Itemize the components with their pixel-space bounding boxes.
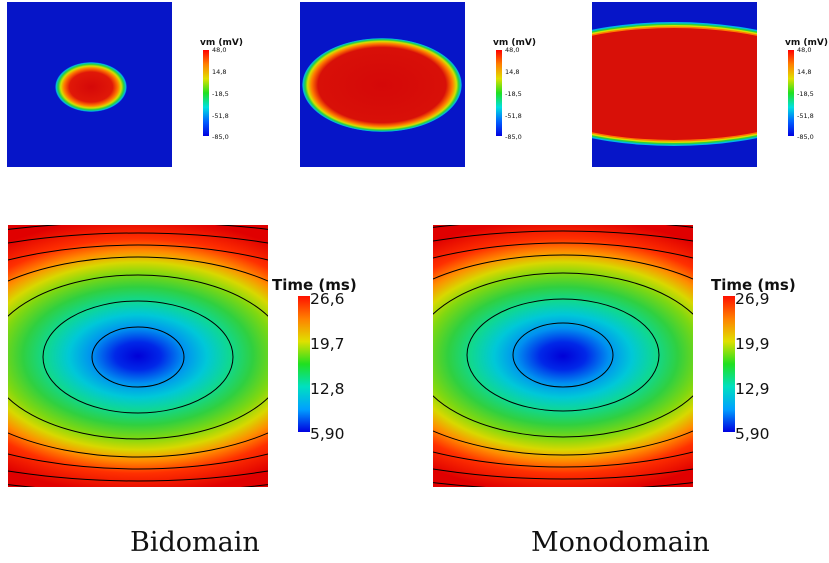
colorbar-title: vm (mV) — [200, 38, 243, 48]
colorbar-tick: 12,9 — [735, 380, 770, 398]
colorbar-title: vm (mV) — [493, 38, 536, 48]
activation-snapshot-3-image — [592, 2, 757, 167]
colorbar-tick: -85,0 — [797, 133, 814, 141]
colorbar-tick: 26,6 — [310, 290, 345, 308]
colorbar-title: vm (mV) — [785, 38, 828, 48]
activation-snapshot-2 — [300, 2, 465, 167]
bidomain-activation-map-image — [8, 225, 268, 487]
colorbar-tick: -51,8 — [212, 112, 229, 120]
colorbar-tick: -51,8 — [797, 112, 814, 120]
vm-colorbar-2: vm (mV) 48,0 14,8 -18,5 -51,8 -85,0 — [485, 38, 536, 150]
colorbar-gradient — [496, 50, 502, 136]
colorbar-tick: 26,9 — [735, 290, 770, 308]
colorbar-tick: 14,8 — [212, 68, 227, 76]
colorbar-tick: -18,5 — [212, 90, 229, 98]
activation-snapshot-2-image — [300, 2, 465, 167]
colorbar-tick: -18,5 — [797, 90, 814, 98]
colorbar-tick: 14,8 — [505, 68, 520, 76]
bidomain-time-colorbar: Time (ms) 26,6 19,7 12,8 5,90 — [270, 276, 380, 446]
monodomain-caption: Monodomain — [531, 527, 710, 558]
colorbar-title: Time (ms) — [272, 276, 357, 294]
colorbar-gradient — [788, 50, 794, 136]
colorbar-gradient — [723, 296, 735, 432]
colorbar-tick: -85,0 — [212, 133, 229, 141]
colorbar-tick: 48,0 — [505, 46, 520, 54]
colorbar-gradient — [298, 296, 310, 432]
colorbar-tick: 12,8 — [310, 380, 345, 398]
colorbar-title: Time (ms) — [711, 276, 796, 294]
monodomain-time-colorbar: Time (ms) 26,9 19,9 12,9 5,90 — [709, 276, 819, 446]
colorbar-tick: 48,0 — [797, 46, 812, 54]
colorbar-gradient — [203, 50, 209, 136]
bidomain-activation-map — [8, 225, 268, 487]
colorbar-tick: -18,5 — [505, 90, 522, 98]
bidomain-caption: Bidomain — [130, 527, 260, 558]
colorbar-tick: 5,90 — [735, 425, 770, 443]
colorbar-tick: -51,8 — [505, 112, 522, 120]
monodomain-activation-map-image — [433, 225, 693, 487]
vm-colorbar-1: vm (mV) 48,0 14,8 -18,5 -51,8 -85,0 — [192, 38, 243, 150]
colorbar-tick: -85,0 — [505, 133, 522, 141]
activation-snapshot-1 — [7, 2, 172, 167]
activation-snapshot-3 — [592, 2, 757, 167]
colorbar-tick: 19,7 — [310, 335, 345, 353]
colorbar-tick: 48,0 — [212, 46, 227, 54]
activation-snapshot-1-image — [7, 2, 172, 167]
vm-colorbar-3: vm (mV) 48,0 14,8 -18,5 -51,8 -85,0 — [777, 38, 829, 150]
colorbar-tick: 19,9 — [735, 335, 770, 353]
monodomain-activation-map — [433, 225, 693, 487]
colorbar-tick: 14,8 — [797, 68, 812, 76]
colorbar-tick: 5,90 — [310, 425, 345, 443]
